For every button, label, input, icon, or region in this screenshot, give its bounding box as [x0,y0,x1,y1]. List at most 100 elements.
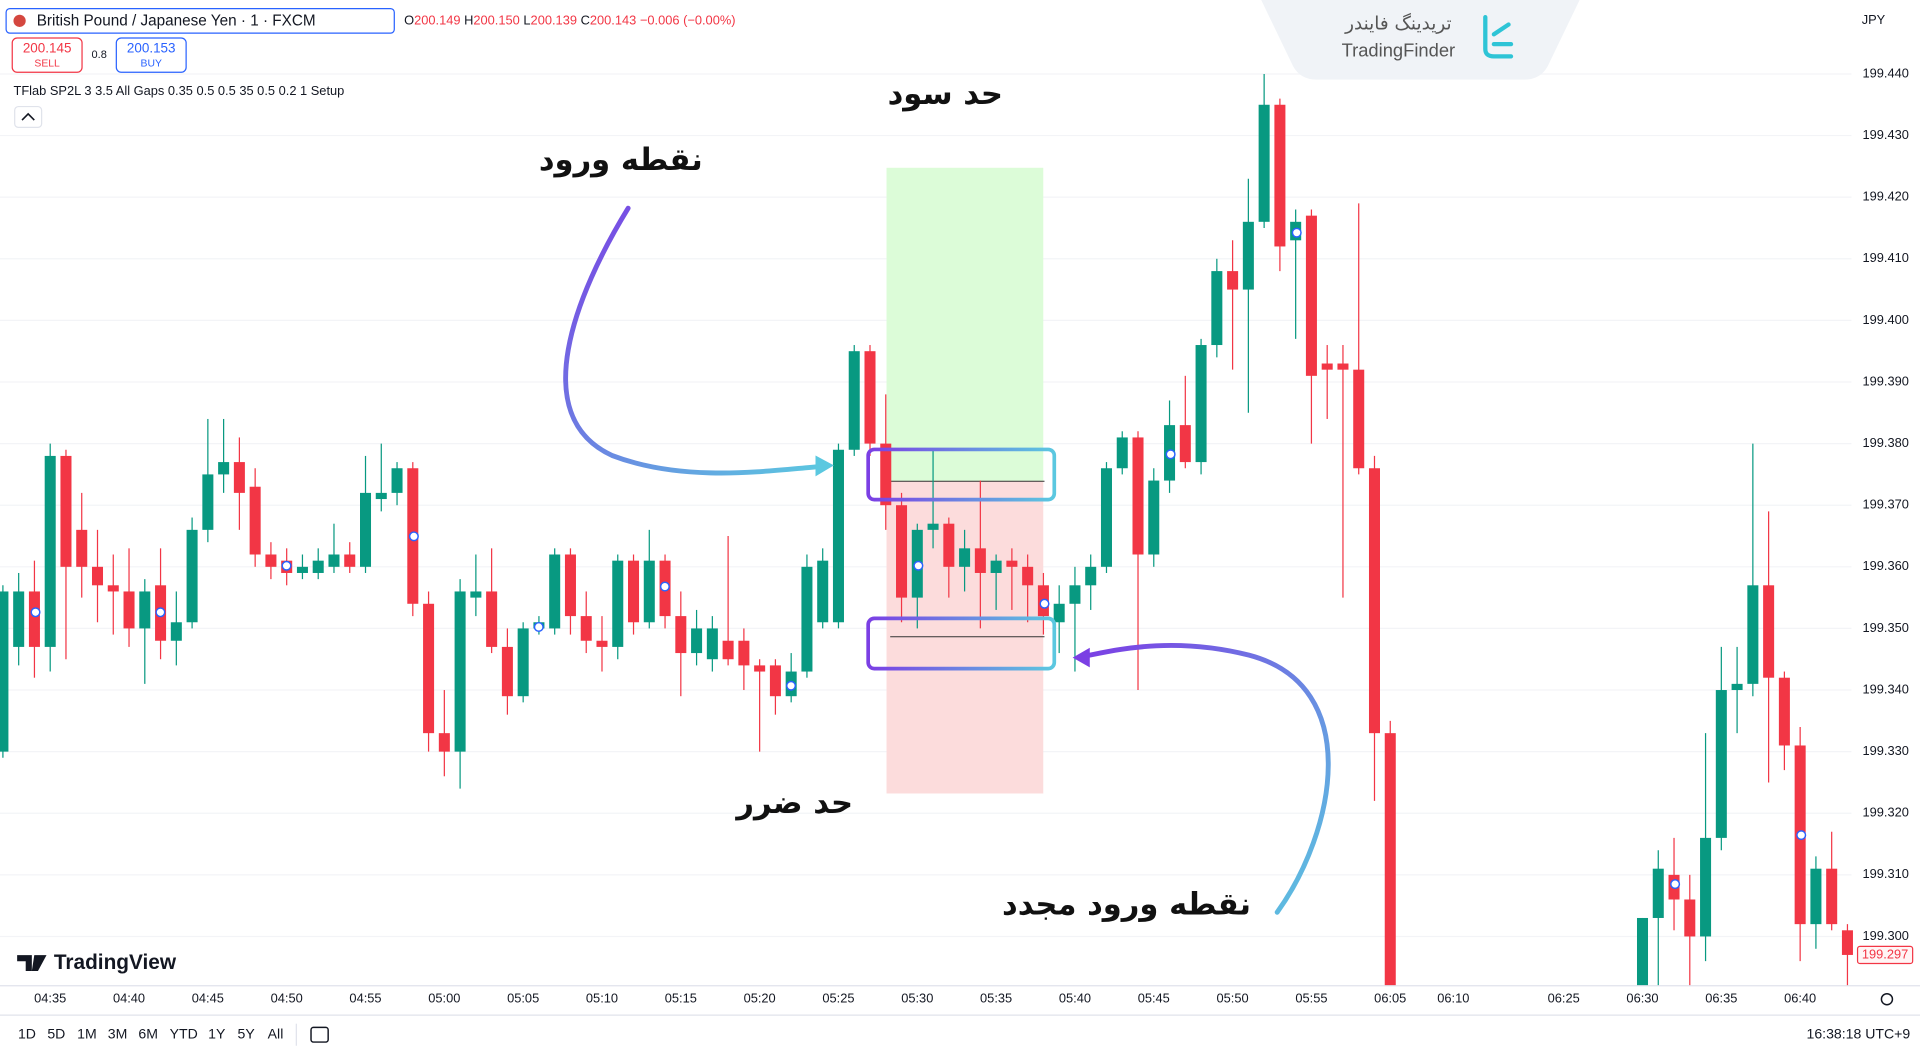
candle-body [1116,437,1128,469]
candle-body [28,591,40,647]
candle-body [1069,585,1081,604]
timeframe-button[interactable]: 5D [47,1025,65,1041]
ohlc: O200.149 H200.150 L200.139 C200.143 −0.0… [404,13,735,28]
buy-price[interactable]: 200.153 [127,41,176,56]
candle-body [974,548,986,573]
ohlc-label: H [464,13,473,28]
logo-icon [1483,15,1514,59]
signal-marker [786,680,797,691]
candle-body [312,560,324,573]
candle-body [564,554,576,617]
candle-body [943,523,955,567]
timeframe-button[interactable]: 5Y [238,1025,256,1041]
candle-body [1195,345,1207,463]
candle-body [1132,437,1144,555]
candle-body [1337,363,1349,370]
x-tick-label: 06:30 [1626,991,1658,1006]
candle-body [1100,468,1112,567]
currency: JPY [1862,12,1886,27]
candle-body [706,628,718,660]
signal-marker [659,581,670,592]
candle-body [202,474,214,530]
y-tick-label: 199.300 [1862,928,1908,943]
date-range-button[interactable] [310,1026,329,1043]
candle-body [170,622,182,641]
reentry-box [866,616,1057,671]
buy-button[interactable] [115,37,187,73]
timeframe-button[interactable]: 1D [18,1025,36,1041]
collapse-button[interactable] [14,105,43,128]
sell-price[interactable]: 200.145 [23,41,72,56]
candle-body [691,628,703,654]
clock: 16:38:18 UTC+9 [1807,1025,1911,1041]
candle-body [596,640,608,647]
candle-body [1022,566,1034,586]
tv-logo [17,955,47,972]
x-tick-label: 06:05 [1374,991,1406,1006]
candle-body [517,628,529,697]
timeframe-button[interactable]: 1M [77,1025,97,1041]
ohlc-label: O [404,13,414,28]
x-tick-label: 05:45 [1138,991,1170,1006]
sell-label[interactable]: SELL [34,58,60,69]
candle-body [60,455,72,567]
timeframe-button[interactable]: 6M [138,1025,158,1041]
x-tick-label: 05:50 [1217,991,1249,1006]
candle-body [1242,221,1254,290]
sell-button[interactable] [11,37,83,73]
candle-body [107,585,119,592]
candle-body [218,462,230,475]
candle-body [927,523,939,530]
candle-body [375,492,387,500]
candle-body [1305,215,1317,376]
candle-body [896,505,908,598]
reentry-arrow [1087,642,1331,915]
y-tick-label: 199.380 [1862,435,1908,450]
signal-marker [1291,227,1302,238]
candle-body [990,560,1002,573]
watermark: TradingView [54,951,177,974]
timeframe-button[interactable]: YTD [170,1025,198,1041]
x-tick-label: 06:40 [1784,991,1816,1006]
signal-marker [1670,879,1681,890]
timeframe-button[interactable]: 1Y [208,1025,226,1041]
logo-panel [1261,0,1580,80]
candle-body [864,351,876,444]
candle-body [1810,868,1822,925]
candle-body [438,733,450,752]
timeframe-button[interactable]: 3M [108,1025,128,1041]
x-tick-label: 05:10 [586,991,618,1006]
last-price-tag [1856,945,1914,965]
y-tick-label: 199.340 [1862,681,1908,696]
x-tick-label: 06:25 [1548,991,1580,1006]
candle-body [801,566,813,672]
candle-body [612,560,624,647]
symbol-box[interactable] [5,7,395,34]
symbol[interactable]: British Pound / Japanese Yen · 1 · FXCM [37,13,316,30]
x-tick-label: 05:05 [507,991,539,1006]
buy-label[interactable]: BUY [141,58,162,69]
candle-body [1636,917,1649,986]
timeframe-button[interactable]: All [268,1025,284,1041]
annotation: حد ضرر [734,786,853,821]
y-tick-label: 199.330 [1862,743,1908,758]
y-tick-label: 199.320 [1862,805,1908,820]
signal-marker [533,621,544,632]
candle-body [265,554,277,567]
candle-body [344,554,356,567]
y-tick-label: 199.400 [1862,312,1908,327]
last-price-label: 199.297 [1862,946,1908,961]
x-tick-label: 05:55 [1295,991,1327,1006]
y-tick-label: 199.410 [1862,250,1908,265]
x-tick-label: 05:15 [665,991,697,1006]
y-tick-label: 199.430 [1862,127,1908,142]
candle-body [1211,271,1223,346]
candle-body [296,566,308,573]
settings-icon[interactable] [1880,992,1894,1006]
candle-body [1148,480,1160,555]
candle-body [0,591,9,752]
candle-body [1684,899,1696,937]
candle-body [880,443,892,506]
candle-body [186,529,198,623]
